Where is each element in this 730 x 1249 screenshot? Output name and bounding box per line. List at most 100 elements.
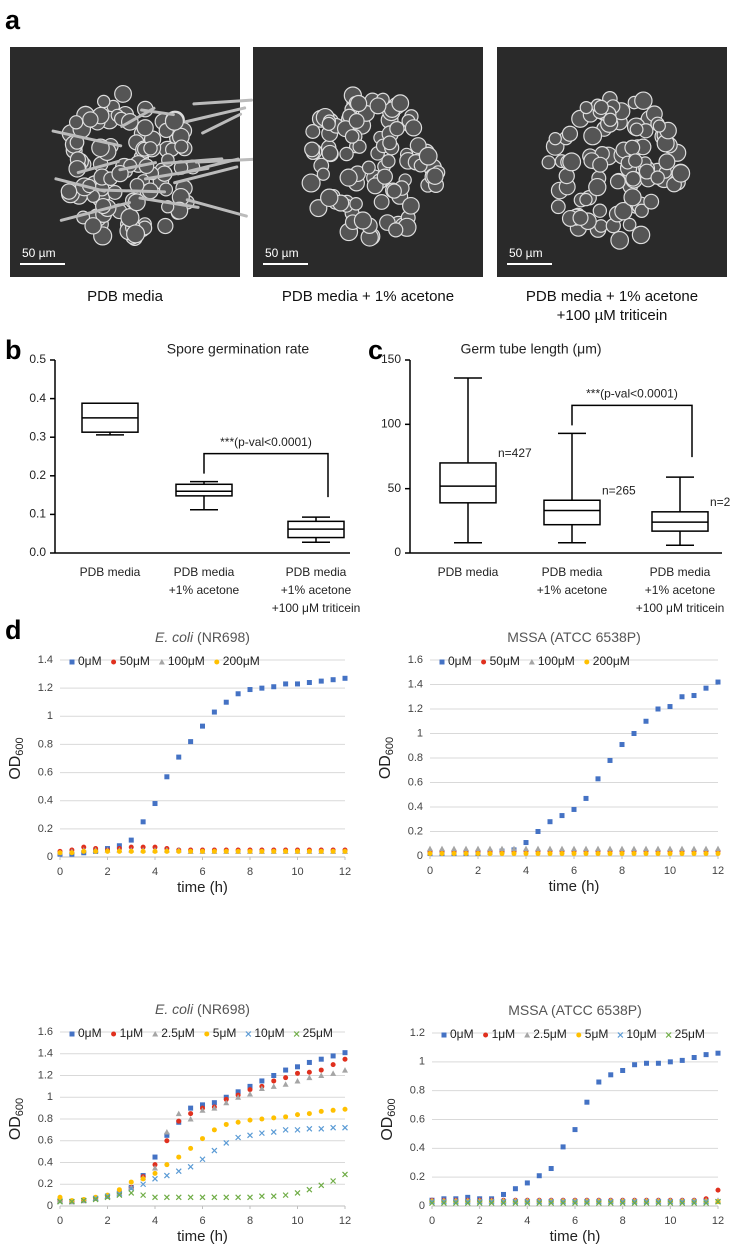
x-tick-label: 4 — [523, 865, 529, 877]
spore — [381, 154, 396, 169]
legend-label: 50μM — [120, 654, 150, 668]
data-point — [619, 1200, 626, 1207]
y-tick-label: 1.4 — [408, 678, 423, 690]
data-point — [152, 1170, 158, 1176]
x-tick-label: 8 — [619, 865, 625, 877]
data-point — [679, 1057, 685, 1063]
y-label-main: OD — [7, 756, 24, 780]
data-point — [679, 694, 685, 700]
x-tick-label: 8 — [247, 1215, 253, 1227]
data-point — [595, 845, 601, 852]
data-point — [487, 845, 493, 852]
data-point — [235, 1119, 241, 1125]
data-point — [116, 1192, 123, 1199]
data-point — [199, 1194, 206, 1201]
data-point — [223, 1140, 230, 1146]
data-point — [691, 1055, 697, 1061]
data-point — [306, 1186, 313, 1193]
spore — [650, 170, 665, 185]
spore — [548, 132, 562, 146]
title-part: (NR698) — [193, 1001, 250, 1017]
spore — [344, 129, 360, 144]
y-tick-label: 0.8 — [410, 1085, 425, 1097]
data-point — [175, 1110, 182, 1117]
data-point — [631, 1198, 638, 1205]
spore — [373, 194, 390, 210]
data-point — [608, 1072, 614, 1078]
legend-label: 200μM — [593, 654, 630, 668]
y-tick-label: 0.5 — [29, 352, 46, 366]
data-point — [128, 1185, 135, 1192]
spore — [634, 91, 653, 110]
data-point — [140, 848, 146, 854]
spore — [339, 168, 358, 187]
data-point — [452, 1200, 459, 1207]
data-point — [655, 845, 661, 852]
y-tick-label: 0.6 — [410, 1113, 425, 1125]
data-point — [583, 845, 589, 852]
data-point — [282, 1081, 289, 1087]
title-part: MSSA (ATCC 6538P) — [508, 1002, 642, 1018]
data-point — [499, 845, 505, 852]
data-point — [283, 1075, 289, 1081]
category-label: PDB media — [80, 565, 141, 579]
category-label: PDB media — [174, 565, 235, 579]
spore — [369, 97, 387, 115]
y-tick-label: 1 — [47, 1091, 53, 1103]
image-caption: PDB media + 1% acetone — [526, 288, 698, 305]
y-label-main: OD — [7, 1116, 24, 1140]
germ-tube — [192, 98, 254, 106]
legend-marker — [204, 1031, 210, 1037]
data-point — [643, 851, 649, 857]
data-point — [211, 1127, 217, 1133]
data-point — [92, 1196, 99, 1203]
data-point — [583, 795, 589, 801]
legend-marker — [528, 659, 535, 665]
data-point — [271, 684, 277, 690]
data-point — [258, 1085, 265, 1092]
y-tick-label: 0 — [47, 1200, 53, 1212]
data-point — [571, 851, 577, 857]
spore — [609, 173, 626, 190]
spore — [301, 173, 321, 193]
data-point — [271, 1078, 277, 1084]
data-point — [199, 1107, 206, 1113]
spore — [583, 126, 603, 146]
data-point — [330, 1062, 336, 1068]
data-point — [128, 1190, 135, 1196]
box — [439, 462, 497, 504]
data-point — [342, 1067, 348, 1073]
spore — [321, 144, 339, 162]
data-point — [427, 845, 433, 852]
legend-marker — [214, 659, 220, 665]
y-tick-label: 0.0 — [29, 545, 46, 559]
data-point — [200, 848, 205, 854]
y-label-sub: 600 — [14, 737, 26, 755]
y-tick-label: 1 — [417, 727, 423, 739]
germ-tube — [120, 106, 156, 128]
data-point — [571, 806, 577, 812]
spore — [593, 99, 609, 116]
data-point — [571, 845, 577, 852]
data-point — [342, 1124, 348, 1131]
data-point — [152, 1162, 158, 1168]
y-tick-label: 1 — [419, 1056, 425, 1068]
data-point — [128, 837, 134, 843]
data-point — [583, 851, 589, 857]
title-part: E. coli — [155, 629, 194, 645]
x-tick-label: 6 — [199, 866, 205, 878]
spore — [550, 199, 566, 215]
y-tick-label: 0 — [47, 851, 53, 863]
significance-bracket — [571, 404, 693, 458]
data-point — [667, 1059, 673, 1065]
data-point — [691, 845, 697, 852]
significance-bracket — [203, 452, 329, 498]
data-point — [631, 1200, 638, 1207]
data-point — [211, 848, 217, 854]
data-point — [440, 1198, 447, 1205]
data-point — [270, 1083, 277, 1089]
data-point — [619, 742, 625, 748]
legend-marker — [439, 659, 445, 665]
legend-label: 0μM — [450, 1027, 474, 1041]
